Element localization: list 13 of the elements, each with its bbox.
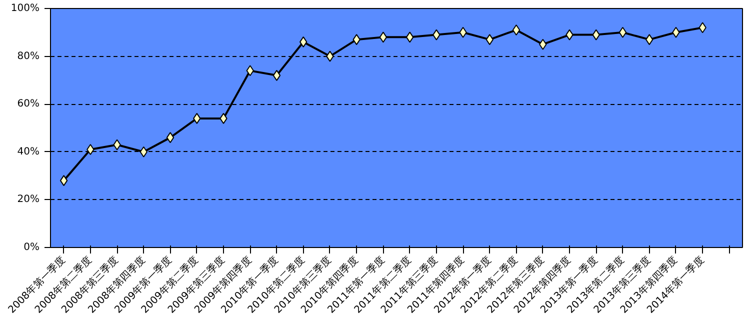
y-tick-label: 40% (17, 146, 40, 158)
y-tick-label: 60% (17, 98, 40, 110)
point (618, 26, 627, 38)
point (60, 175, 68, 186)
point (166, 132, 174, 144)
point (406, 32, 414, 43)
y-tick-label: 100% (10, 3, 40, 14)
point (512, 24, 520, 36)
point (379, 32, 388, 43)
y-tick-label: 20% (17, 194, 40, 206)
y-tick-label: 80% (17, 50, 40, 62)
point (272, 70, 281, 81)
y-tick-label: 0% (24, 242, 40, 253)
